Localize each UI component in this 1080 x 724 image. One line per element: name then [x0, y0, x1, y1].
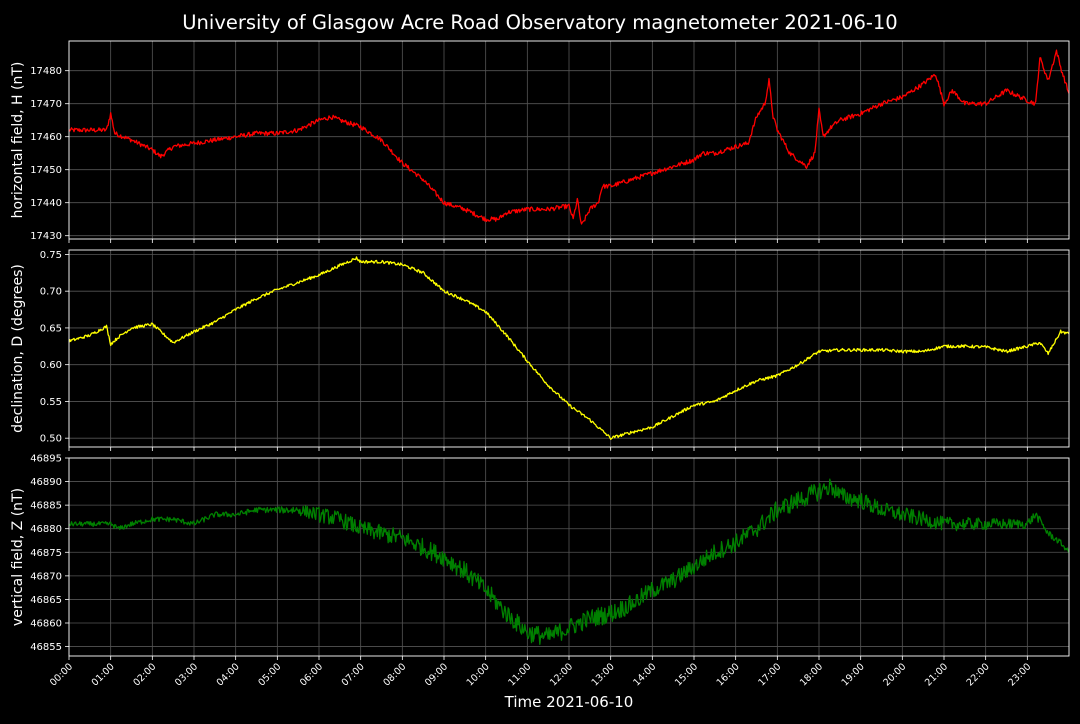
panel-frame — [68, 249, 1070, 448]
y-tick-label: 46885 — [30, 501, 62, 512]
y-tick-label: 46865 — [30, 595, 62, 606]
y-tick-label: 0.75 — [40, 250, 62, 261]
y-tick-label: 17430 — [30, 231, 62, 242]
series-line-d — [69, 256, 1069, 440]
y-tick-label: 0.55 — [40, 397, 62, 408]
chart-title: University of Glasgow Acre Road Observat… — [182, 11, 897, 34]
series-line-z — [69, 478, 1069, 645]
panel-d: 0.50 0.55 0.60 0.65 0.70 0.75 declination, D (… — [10, 249, 1070, 451]
y-axis-label-z: vertical field, Z (nT) — [10, 488, 26, 626]
y-tick-label: 46880 — [30, 524, 62, 535]
y-tick-label: 46855 — [30, 642, 62, 653]
y-tick-label: 46860 — [30, 619, 62, 630]
y-tick-label: 0.70 — [40, 287, 62, 298]
y-tick-label: 0.60 — [40, 360, 62, 371]
y-tick-label: 17450 — [30, 165, 62, 176]
x-axis-label: Time 2021-06-10 — [504, 693, 634, 711]
y-tick-label: 46890 — [30, 477, 62, 488]
y-tick-label: 46870 — [30, 571, 62, 582]
y-tick-label: 46895 — [30, 454, 62, 465]
y-tick-label: 17440 — [30, 198, 62, 209]
y-axis-label-h: horizontal field, H (nT) — [10, 62, 26, 219]
y-tick-label: 0.50 — [40, 434, 62, 445]
y-tick-label: 17460 — [30, 132, 62, 143]
y-tick-label: 17470 — [30, 99, 62, 110]
y-axis-label-d: declination, D (degrees) — [10, 264, 26, 433]
y-tick-label: 0.65 — [40, 323, 62, 334]
panel-frame — [68, 457, 1070, 657]
panel-h: 17430 17440 17450 17460 17470 17480 horizontal… — [10, 40, 1070, 243]
panel-frame — [68, 40, 1070, 240]
y-tick-label: 17480 — [30, 66, 62, 77]
y-tick-label: 46875 — [30, 548, 62, 559]
series-line-h — [69, 49, 1069, 225]
